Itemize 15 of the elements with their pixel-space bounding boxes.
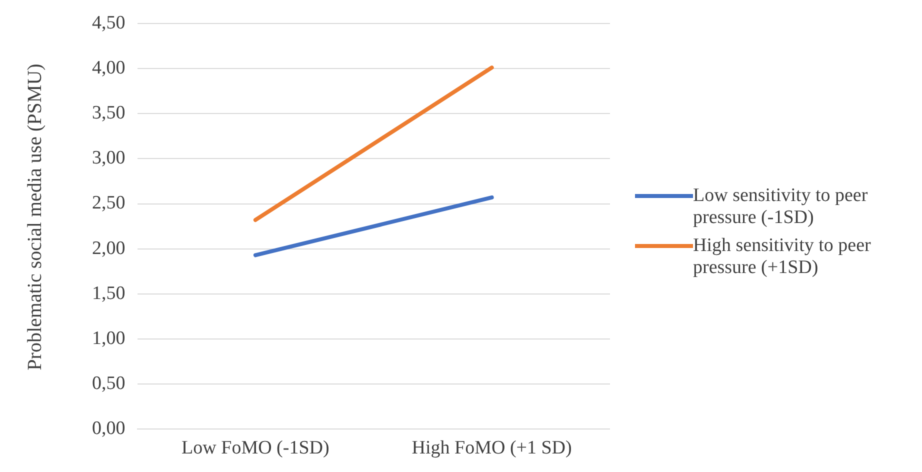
legend-label: Low sensitivity to peer pressure (-1SD) — [693, 185, 869, 229]
y-axis-title: Problematic social media use (PSMU) — [23, 62, 47, 372]
y-tick-label: 3,00 — [92, 148, 126, 169]
y-tick-label: 2,00 — [92, 238, 126, 259]
y-tick-label: 0,50 — [92, 373, 126, 394]
x-tick-label: Low FoMO (-1SD) — [182, 438, 330, 459]
y-tick-label: 4,50 — [92, 12, 126, 34]
y-tick-label: 0,00 — [92, 418, 126, 440]
y-tick-label: 2,50 — [92, 192, 126, 214]
y-tick-label: 3,50 — [92, 102, 126, 124]
x-tick-label: High FoMO (+1 SD) — [412, 438, 572, 459]
legend-label: High sensitivity to peer pressure (+1SD) — [693, 235, 872, 279]
y-tick-label: 4,00 — [92, 57, 126, 78]
y-tick-label: 1,00 — [92, 328, 126, 350]
y-tick-label: 1,50 — [92, 282, 126, 304]
